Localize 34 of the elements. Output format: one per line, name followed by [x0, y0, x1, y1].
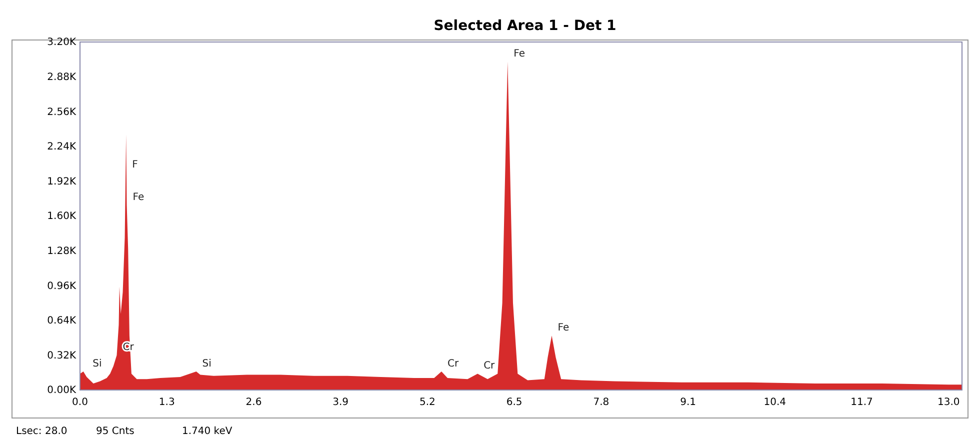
- x-tick-label: 1.3: [158, 397, 175, 408]
- annotation: Cr: [447, 358, 460, 370]
- text: 1.740 keV: [182, 426, 232, 437]
- annotation: Fe: [558, 322, 570, 334]
- annotation: Cr: [484, 360, 496, 372]
- x-tick-label: 5.2: [420, 397, 436, 408]
- x-tick-label: 6.5: [506, 397, 522, 408]
- annotation: Si: [202, 358, 212, 370]
- y-tick-label: 1.60K: [47, 211, 76, 222]
- x-tick-label: 2.6: [246, 397, 262, 408]
- x-tick-label: 10.4: [764, 397, 786, 408]
- y-tick-label: 1.92K: [47, 176, 76, 188]
- x-tick-label: 0.0: [72, 397, 88, 408]
- annotation: F: [132, 160, 138, 170]
- x-tick-label: 9.1: [680, 397, 696, 408]
- y-tick-label: 1.28K: [47, 246, 76, 257]
- chart-title: Selected Area 1 - Det 1: [434, 18, 616, 34]
- annotation: Si: [92, 358, 102, 370]
- y-tick-label: 0.00K: [47, 385, 76, 396]
- y-tick-label: 2.56K: [47, 106, 76, 118]
- y-tick-label: 0.32K: [47, 350, 76, 362]
- y-tick-label: 3.20K: [47, 37, 76, 48]
- x-tick-label: 13.0: [938, 397, 960, 408]
- annotation: Fe: [132, 192, 144, 204]
- y-tick-label: 0.64K: [47, 316, 76, 327]
- y-tick-label: 2.88K: [47, 72, 76, 83]
- x-tick-label: 11.7: [850, 397, 873, 408]
- x-tick-label: 7.8: [593, 397, 610, 408]
- text: Lsec: 28.0: [16, 426, 68, 437]
- x-tick-label: 3.9: [332, 397, 349, 408]
- text: 95 Cnts: [96, 426, 134, 437]
- y-tick-label: 2.24K: [47, 142, 76, 153]
- annotation: Fe: [514, 48, 525, 60]
- y-tick-label: 0.96K: [47, 280, 76, 292]
